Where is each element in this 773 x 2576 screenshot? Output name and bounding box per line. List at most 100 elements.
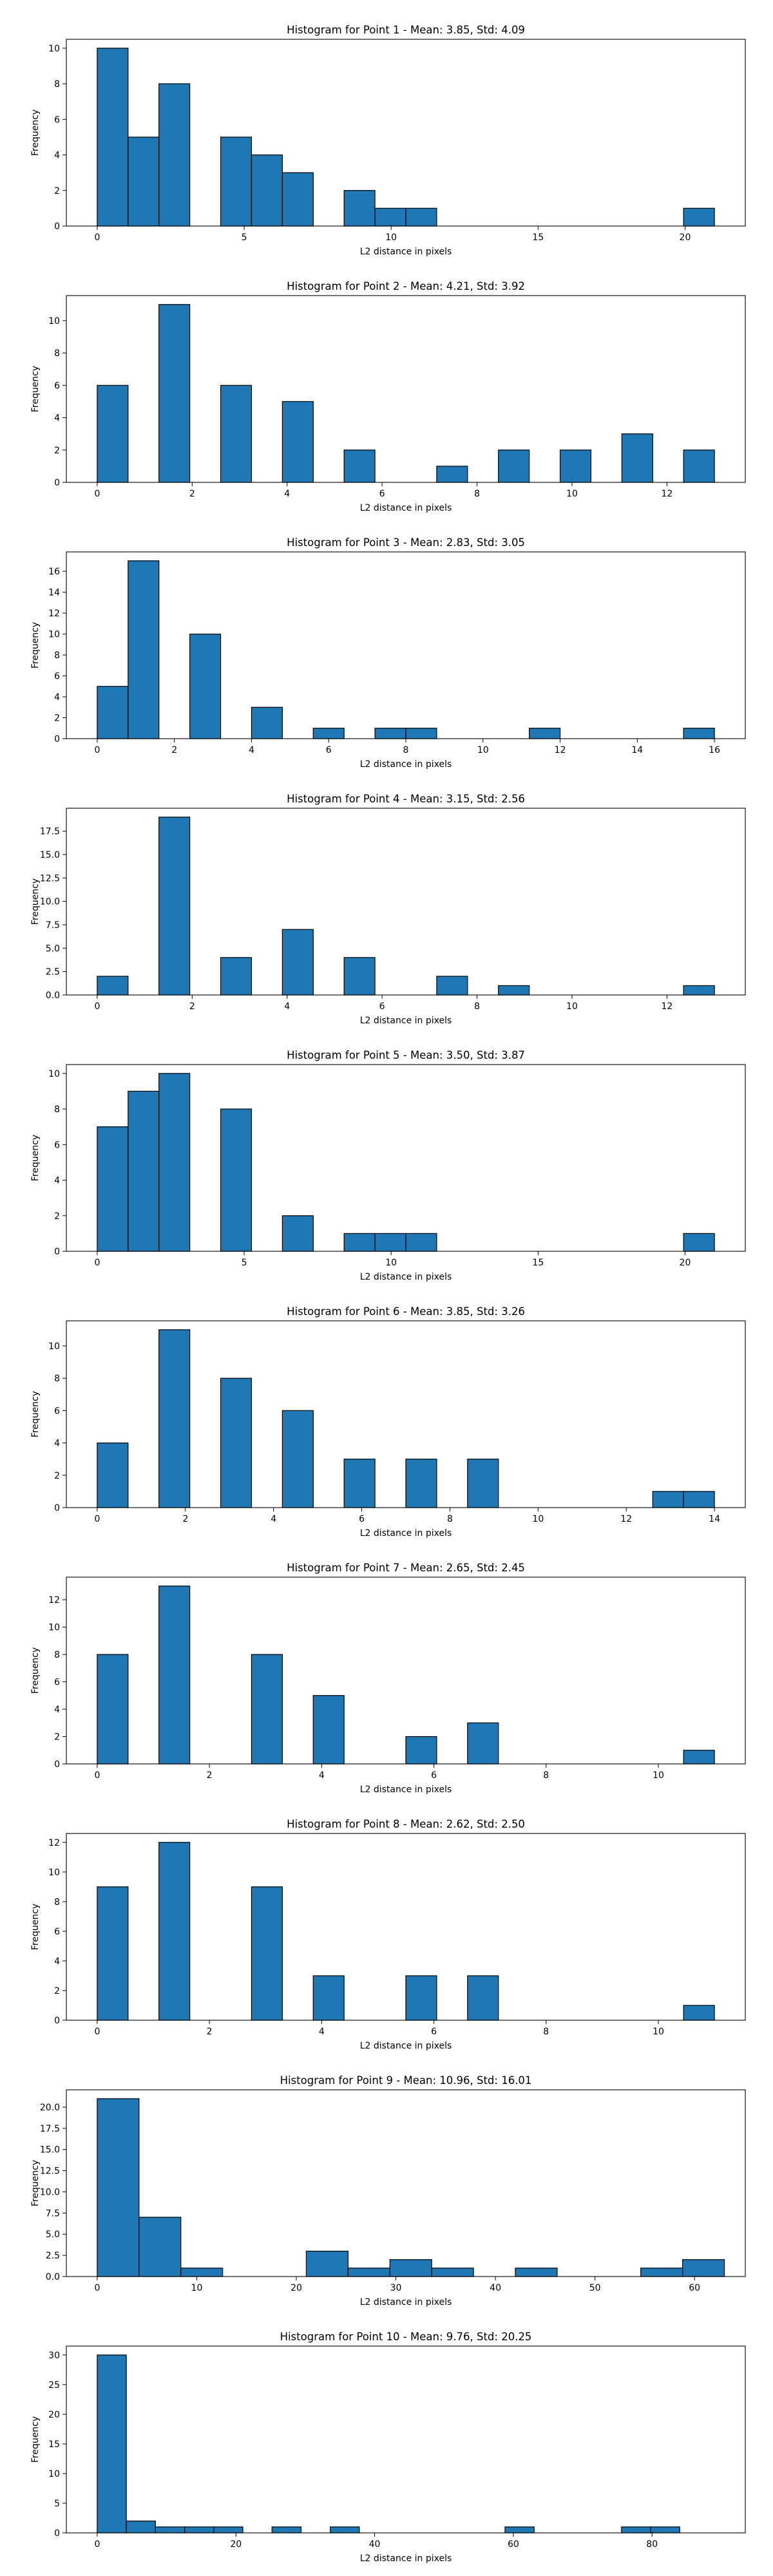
x-tick-label: 8	[474, 489, 480, 499]
x-tick-label: 0	[94, 1514, 100, 1524]
y-tick-label: 2.5	[46, 967, 60, 978]
histogram-bar	[683, 2005, 715, 2021]
histogram-bar	[220, 1108, 253, 1252]
histogram-bar	[374, 207, 406, 227]
histogram-bar	[251, 1886, 283, 2021]
chart-title: Histogram for Point 3 - Mean: 2.83, Std:…	[287, 536, 525, 549]
x-tick-label: 10	[653, 1770, 664, 1781]
y-tick-label: 30	[48, 2351, 60, 2361]
y-axis-label: Frequency	[30, 1904, 41, 1950]
histogram-bar	[184, 2526, 215, 2533]
x-tick-label: 0	[94, 1258, 100, 1268]
histogram-bar	[682, 2259, 725, 2277]
x-tick-label: 50	[589, 2283, 601, 2293]
chart-panel-8: 0 2 4 6 8 10 0 2 4 6 8 10 12 Histogram for Point 8 - …	[30, 1818, 746, 2051]
y-tick-label: 17.5	[40, 827, 60, 837]
histogram-bar	[374, 728, 406, 739]
histogram-bar	[467, 1975, 499, 2021]
x-tick-label: 6	[379, 1001, 385, 1012]
histogram-bar	[650, 2526, 680, 2533]
y-tick-label: 2	[54, 186, 60, 196]
y-tick-label: 2	[54, 1211, 60, 1222]
chart-title: Histogram for Point 6 - Mean: 3.85, Std:…	[287, 1305, 525, 1318]
y-tick-label: 12	[48, 1595, 60, 1605]
y-tick-label: 8	[54, 1104, 60, 1115]
y-tick-label: 12.5	[40, 873, 60, 884]
histogram-bar	[282, 401, 314, 483]
histogram-bar	[158, 817, 191, 996]
y-tick-label: 0	[54, 1247, 60, 1257]
histogram-bar	[128, 560, 160, 739]
histogram-bar	[405, 728, 437, 739]
histogram-bar	[343, 190, 376, 227]
histogram-bar	[405, 1736, 437, 1765]
chart-title: Histogram for Point 8 - Mean: 2.62, Std:…	[287, 1818, 525, 1830]
histogram-bar	[158, 1842, 191, 2021]
y-tick-label: 6	[54, 115, 60, 125]
histogram-bar	[559, 450, 592, 483]
y-tick-label: 10	[48, 1341, 60, 1352]
histogram-bar	[405, 1459, 437, 1508]
chart-panel-7: 0 2 4 6 8 10 0 2 4 6 8 10 12 Histogram for Point 7 - …	[30, 1562, 746, 1795]
y-tick-label: 10.0	[40, 897, 60, 907]
x-axis-label: L2 distance in pixels	[360, 759, 452, 770]
y-axis-label: Frequency	[30, 1391, 41, 1437]
y-tick-label: 0	[54, 1503, 60, 1513]
x-axis-label: L2 distance in pixels	[360, 1272, 452, 1282]
histogram-bar	[220, 137, 253, 227]
y-tick-label: 4	[54, 1956, 60, 1967]
x-tick-label: 4	[271, 1514, 276, 1524]
histogram-bar	[138, 2217, 182, 2277]
x-tick-label: 10	[385, 232, 397, 243]
y-tick-label: 12	[48, 1838, 60, 1848]
y-axis-label: Frequency	[30, 622, 41, 668]
x-tick-label: 10	[566, 489, 578, 499]
x-tick-label: 16	[709, 745, 720, 755]
y-tick-label: 8	[54, 1650, 60, 1660]
x-tick-label: 5	[242, 1258, 247, 1268]
histogram-bar	[97, 2354, 127, 2533]
histogram-bar	[97, 2098, 140, 2277]
histogram-bar	[251, 1654, 283, 1765]
x-tick-label: 10	[477, 745, 489, 755]
x-tick-label: 10	[532, 1514, 544, 1524]
histogram-bar	[431, 2268, 474, 2277]
y-axis-label: Frequency	[30, 1647, 41, 1694]
y-axis-label: Frequency	[30, 366, 41, 412]
x-tick-label: 14	[709, 1514, 720, 1524]
plot-frame	[66, 1577, 746, 1765]
y-tick-label: 2	[54, 1471, 60, 1481]
histogram-bar	[180, 2268, 224, 2277]
histogram-bar	[683, 207, 715, 227]
histogram-bar	[683, 1750, 715, 1765]
histogram-bar	[343, 957, 376, 996]
histogram-bar	[251, 706, 283, 739]
histogram-bar	[213, 2526, 243, 2533]
histogram-bar	[155, 2526, 186, 2533]
histogram-bar	[343, 1233, 376, 1252]
x-tick-label: 0	[94, 1001, 100, 1012]
y-tick-label: 6	[54, 381, 60, 391]
histogram-bar	[97, 976, 129, 996]
y-tick-label: 0.0	[46, 990, 60, 1001]
y-tick-label: 10.0	[40, 2187, 60, 2197]
y-tick-label: 8	[54, 1374, 60, 1384]
histogram-bar	[97, 1886, 129, 2021]
x-axis-label: L2 distance in pixels	[360, 1528, 452, 1539]
histogram-bar	[128, 1090, 160, 1252]
histogram-bar	[498, 985, 530, 996]
x-tick-label: 20	[230, 2539, 242, 2550]
x-axis-label: L2 distance in pixels	[360, 247, 452, 257]
y-tick-label: 2	[54, 446, 60, 456]
x-tick-label: 15	[532, 232, 544, 243]
chart-panel-2: 0 2 4 6 8 10 12 0 2 4 6 8 10 Histogram for Point 2 - …	[30, 280, 746, 513]
histogram-bar	[405, 1975, 437, 2021]
histogram-bar	[189, 633, 222, 739]
histogram-bar	[436, 976, 468, 996]
histogram-bar	[126, 2520, 156, 2533]
histogram-bar	[330, 2526, 360, 2533]
y-tick-label: 8	[54, 1897, 60, 1908]
y-tick-label: 0	[54, 1759, 60, 1770]
x-tick-label: 0	[94, 1770, 100, 1781]
